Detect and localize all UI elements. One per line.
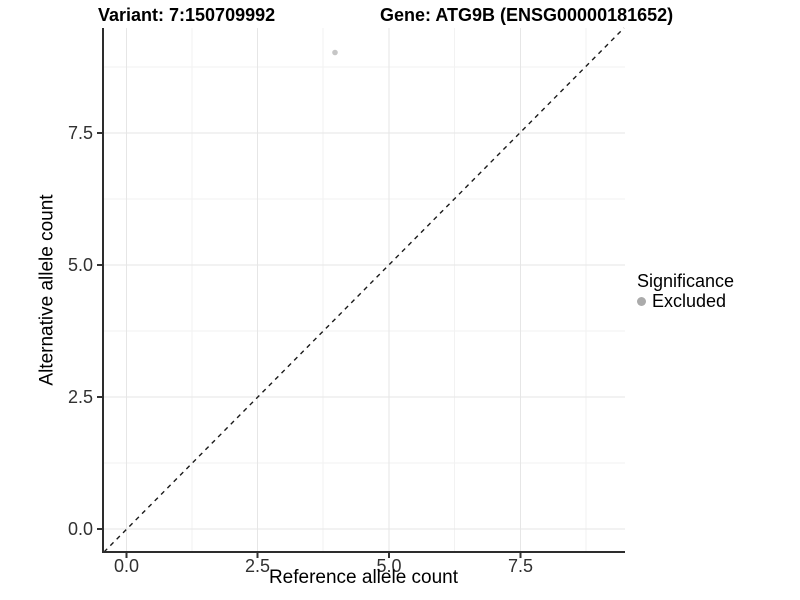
grid-minor-lines [102,28,625,552]
x-tick-label-3: 7.5 [507,556,534,576]
plot-title-variant: Variant: 7:150709992 [98,5,276,25]
x-tick-label-0: 0.0 [113,556,140,576]
identity-reference-line [103,27,625,553]
x-tick-label-1: 2.5 [244,556,271,576]
y-tick-label-3: 7.5 [67,123,93,143]
axis-tick-marks [97,132,522,558]
y-tick-label-2: 5.0 [67,255,93,275]
x-axis-title: Reference allele count [268,567,459,588]
legend-item-label: Excluded [652,291,727,311]
y-tick-label-1: 2.5 [67,387,93,407]
y-tick-label-0: 0.0 [67,519,93,539]
plot-title-gene: Gene: ATG9B (ENSG00000181652) [380,5,674,25]
axis-lines [102,28,625,553]
x-tick-label-2: 5.0 [376,556,402,576]
y-axis-title: Alternative allele count [36,194,58,386]
legend-key-circle-icon [637,296,646,306]
legend-title: Significance [637,271,735,291]
data-point-excluded [332,49,338,56]
legend-item-excluded: Excluded [637,292,726,310]
grid-major-lines [102,28,625,552]
